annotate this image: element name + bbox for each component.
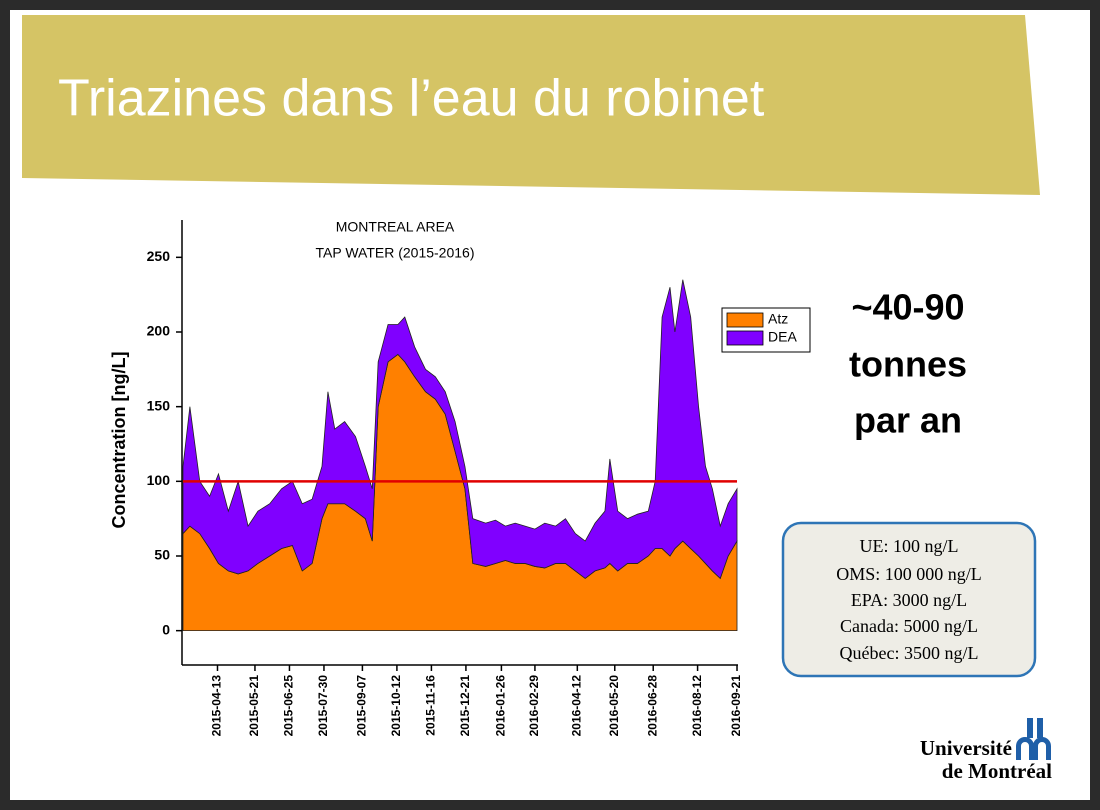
y-tick-label: 50 — [154, 547, 170, 563]
logo-text: Université — [920, 736, 1012, 760]
x-tick-label: 2016-08-12 — [690, 675, 704, 737]
legend-swatch — [726, 330, 764, 346]
y-tick-label: 0 — [162, 621, 170, 637]
limit-text: Canada: 5000 ng/L — [840, 616, 978, 636]
x-tick-label: 2015-06-25 — [282, 675, 296, 737]
chart-subtitle: TAP WATER (2015-2016) — [316, 245, 475, 261]
legend-swatch — [726, 312, 764, 328]
logo-text: de Montréal — [942, 759, 1052, 783]
limit-text: UE: 100 ng/L — [860, 536, 959, 556]
legend-label: DEA — [768, 329, 797, 345]
highlight-text: tonnes — [849, 344, 967, 385]
limits-box — [781, 521, 1037, 678]
x-tick-label: 2015-11-16 — [424, 675, 438, 736]
x-tick-label: 2015-04-13 — [210, 675, 224, 737]
x-tick-label: 2016-05-20 — [607, 675, 621, 737]
logo-icon — [1016, 718, 1051, 760]
limit-text: Québec: 3500 ng/L — [840, 643, 979, 663]
chart-title: MONTREAL AREA — [336, 219, 455, 235]
y-tick-label: 200 — [147, 323, 171, 339]
y-tick-label: 150 — [147, 397, 171, 413]
y-axis-label: Concentration [ng/L] — [109, 352, 129, 529]
legend-label: Atz — [768, 311, 788, 327]
x-tick-label: 2015-10-12 — [389, 675, 403, 737]
highlight-text: par an — [854, 400, 962, 441]
x-tick-label: 2016-04-12 — [569, 675, 583, 737]
x-tick-label: 2016-09-21 — [729, 675, 743, 737]
x-tick-label: 2016-02-29 — [527, 675, 541, 737]
x-tick-label: 2016-06-28 — [645, 675, 659, 737]
x-tick-label: 2015-09-07 — [355, 675, 369, 737]
y-tick-label: 100 — [147, 472, 171, 488]
x-tick-label: 2016-01-26 — [494, 675, 508, 737]
slide-title: Triazines dans l’eau du robinet — [58, 70, 765, 128]
limit-text: OMS: 100 000 ng/L — [836, 564, 982, 584]
x-tick-label: 2015-07-30 — [316, 675, 330, 737]
y-tick-label: 250 — [147, 248, 171, 264]
highlight-text: ~40-90 — [851, 287, 964, 328]
area — [182, 279, 738, 580]
x-tick-label: 2015-05-21 — [247, 675, 261, 737]
title-banner — [22, 15, 1040, 195]
limit-text: EPA: 3000 ng/L — [851, 590, 967, 610]
x-tick-label: 2015-12-21 — [458, 675, 472, 737]
